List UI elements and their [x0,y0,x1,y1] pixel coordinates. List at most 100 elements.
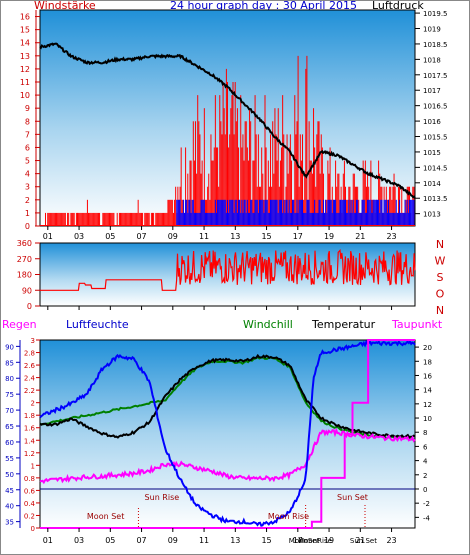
wind-tick-label: 10 [20,91,30,100]
moon-rise-label: Moon Rise [268,512,309,521]
compass-label: W [435,255,446,268]
rain-tick-label: 1.8 [24,412,35,420]
x-tick-label: 11 [199,536,209,545]
rain-tick-label: 2.2 [24,387,35,395]
wind-tick-label: 1 [25,209,30,218]
x-tick-label: 07 [136,536,146,545]
compass-label: S [437,271,444,284]
wind-tick-label: 13 [20,52,30,61]
temperature-tick-label: -4 [423,514,431,522]
x-tick-label: 01 [43,536,53,545]
humidity-tick-label: 35 [5,519,14,527]
direction-tick-label: 0 [27,302,32,311]
header-right-label: Luftdruck [372,0,424,12]
humidity-tick-label: 90 [5,343,14,351]
temperature-tick-label: 8 [423,429,427,437]
direction-tick-label: 90 [22,286,32,295]
wind-tick-label: 3 [25,183,30,192]
legend-dewpoint: Taupunkt [392,318,443,331]
temperature-tick-label: 14 [423,387,432,395]
rain-tick-label: 2.8 [24,350,35,358]
humidity-tick-label: 55 [5,455,14,463]
wind-tick-label: 11 [20,78,30,87]
pressure-tick-label: 1013.5 [423,195,448,203]
wind-tick-label: 2 [25,196,30,205]
temperature-tick-label: 18 [423,358,432,366]
pressure-tick-label: 1014.5 [423,164,448,172]
legend-rain: Regen [2,318,37,331]
x-tick-label: 15 [261,232,271,241]
x-tick-label: 21 [355,232,365,241]
x-tick-label: 03 [74,232,84,241]
temperature-tick-label: 20 [423,344,432,352]
x-tick-label: 21 [355,536,365,545]
x-tick-label: 23 [386,536,396,545]
wind-tick-label: 5 [25,157,30,166]
pressure-tick-label: 1019 [423,26,441,34]
rain-tick-label: 3 [31,337,35,345]
humidity-line [39,339,416,527]
legend-temperature: Temperatur [312,318,376,331]
wind-tick-label: 16 [20,13,30,22]
humidity-tick-label: 70 [5,407,14,415]
pressure-tick-label: 1017 [423,87,441,95]
rain-tick-label: 2.4 [24,375,36,383]
wind-tick-label: 15 [20,26,30,35]
rain-tick-label: 0.8 [24,475,35,483]
wind-tick-label: 14 [20,39,30,48]
pressure-tick-label: 1017.5 [423,72,448,80]
pressure-tick-label: 1019.5 [423,10,448,18]
temperature-tick-label: 0 [423,486,427,494]
humidity-tick-label: 45 [5,487,14,495]
direction-tick-label: 180 [17,271,32,280]
wind-tick-label: 4 [25,170,30,179]
pressure-tick-label: 1013 [423,211,441,219]
dewpoint-line [39,427,416,485]
temperature-tick-label: 4 [423,458,428,466]
temperature-tick-label: 16 [423,372,432,380]
direction-tick-label: 270 [17,255,32,264]
x-tick-label: 05 [105,232,115,241]
wind-pressure-chart: 1615141312111098765432101019.510191018.5… [20,9,448,241]
x-tick-label: 13 [230,536,240,545]
rain-tick-label: 1.4 [24,437,36,445]
compass-label: O [436,288,445,301]
wind-tick-label: 12 [20,65,30,74]
wind-tick-label: 8 [25,117,30,126]
x-tick-label: 13 [230,232,240,241]
humidity-tick-label: 80 [5,375,14,383]
pressure-line [39,42,416,199]
direction-tick-label: 360 [17,239,32,248]
x-tick-label: 23 [386,232,396,241]
wind-direction-line [40,248,416,291]
rain-tick-label: 1.2 [24,450,35,458]
x-tick-label: 19 [324,232,334,241]
x-tick-label: 03 [74,536,84,545]
wind-tick-label: 0 [25,222,30,231]
temperature-tick-label: 6 [423,443,428,451]
humidity-tick-label: 50 [5,471,14,479]
humidity-tick-label: 40 [5,503,14,511]
bottom-moonrise-label: MoonRise [298,537,332,545]
legend-windchill: Windchill [243,318,293,331]
rain-tick-label: 0.2 [24,512,35,520]
x-tick-label: 05 [105,536,115,545]
rain-tick-label: 0 [31,525,35,533]
rain-tick-label: 1 [31,462,35,470]
moon-set-label: Moon Set [87,512,124,521]
x-tick-label: 01 [43,232,53,241]
pressure-tick-label: 1015.5 [423,134,448,142]
rain-tick-label: 0.6 [24,487,36,495]
humidity-tick-label: 85 [5,359,14,367]
x-tick-label: 19 [324,536,334,545]
rain-tick-label: 2 [31,400,35,408]
bottom-moonset-label: MoonSet [289,537,320,545]
x-tick-label: 09 [168,232,178,241]
pressure-tick-label: 1015 [423,149,441,157]
rain-tick-label: 1.6 [24,425,36,433]
temperature-tick-label: 2 [423,472,427,480]
humidity-tick-label: 65 [5,423,14,431]
